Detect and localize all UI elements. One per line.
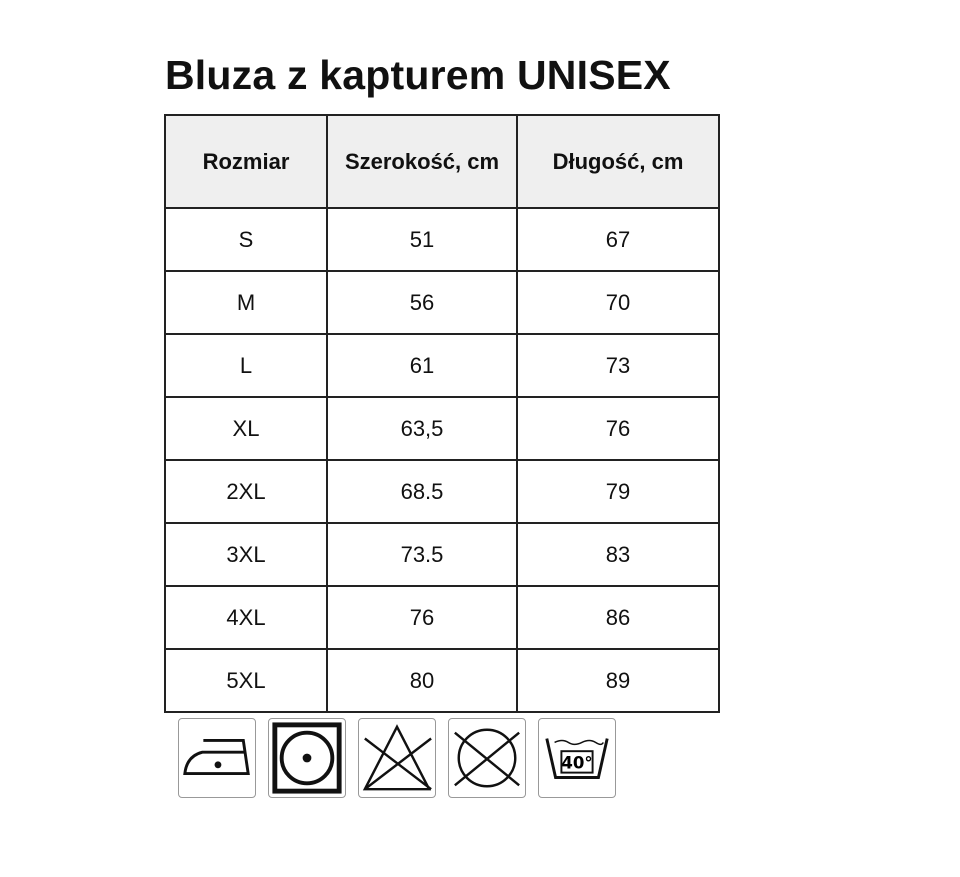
wash-40-icon: 40° bbox=[538, 718, 616, 798]
length-cell: 76 bbox=[516, 396, 720, 461]
header-width: Szerokość, cm bbox=[326, 114, 518, 209]
wash-temperature: 40° bbox=[561, 754, 592, 773]
width-cell: 63,5 bbox=[326, 396, 518, 461]
length-cell: 89 bbox=[516, 648, 720, 713]
size-cell: 2XL bbox=[164, 459, 328, 524]
size-cell: 5XL bbox=[164, 648, 328, 713]
length-cell: 70 bbox=[516, 270, 720, 335]
length-cell: 86 bbox=[516, 585, 720, 650]
width-cell: 73.5 bbox=[326, 522, 518, 587]
table-row: XL 63,5 76 bbox=[164, 396, 720, 461]
iron-low-heat-icon bbox=[178, 718, 256, 798]
size-cell: M bbox=[164, 270, 328, 335]
table-header-row: Rozmiar Szerokość, cm Długość, cm bbox=[164, 114, 720, 209]
length-cell: 67 bbox=[516, 207, 720, 272]
do-not-dry-clean-icon bbox=[448, 718, 526, 798]
tumble-dry-icon bbox=[268, 718, 346, 798]
width-cell: 80 bbox=[326, 648, 518, 713]
width-cell: 76 bbox=[326, 585, 518, 650]
table-row: 5XL 80 89 bbox=[164, 648, 720, 713]
size-cell: S bbox=[164, 207, 328, 272]
size-cell: L bbox=[164, 333, 328, 398]
page-title: Bluza z kapturem UNISEX bbox=[165, 52, 671, 98]
size-cell: 3XL bbox=[164, 522, 328, 587]
table-row: 2XL 68.5 79 bbox=[164, 459, 720, 524]
length-cell: 83 bbox=[516, 522, 720, 587]
width-cell: 56 bbox=[326, 270, 518, 335]
care-icons: 40° bbox=[178, 718, 616, 798]
table-row: 4XL 76 86 bbox=[164, 585, 720, 650]
size-cell: 4XL bbox=[164, 585, 328, 650]
width-cell: 61 bbox=[326, 333, 518, 398]
table-row: L 61 73 bbox=[164, 333, 720, 398]
header-length: Długość, cm bbox=[516, 114, 720, 209]
size-cell: XL bbox=[164, 396, 328, 461]
table-row: M 56 70 bbox=[164, 270, 720, 335]
width-cell: 68.5 bbox=[326, 459, 518, 524]
header-size: Rozmiar bbox=[164, 114, 328, 209]
table-row: 3XL 73.5 83 bbox=[164, 522, 720, 587]
table-row: S 51 67 bbox=[164, 207, 720, 272]
size-table: Rozmiar Szerokość, cm Długość, cm S 51 67 M… bbox=[164, 114, 720, 713]
width-cell: 51 bbox=[326, 207, 518, 272]
length-cell: 79 bbox=[516, 459, 720, 524]
do-not-bleach-icon bbox=[358, 718, 436, 798]
length-cell: 73 bbox=[516, 333, 720, 398]
